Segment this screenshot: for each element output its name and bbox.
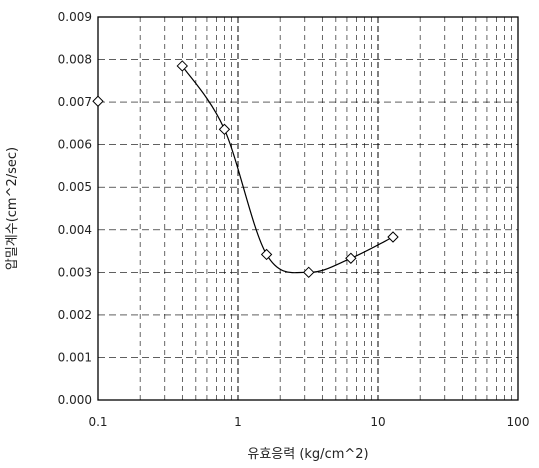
y-tick-label: 0.002 (58, 308, 92, 322)
series-line (181, 65, 394, 274)
data-point (345, 252, 357, 264)
data-point (387, 231, 399, 243)
x-tick-label: 100 (507, 415, 530, 429)
y-tick-label: 0.000 (58, 393, 92, 407)
data-point (176, 60, 188, 72)
y-tick-label: 0.008 (58, 53, 92, 67)
plot-frame (97, 16, 519, 401)
x-tick-label: 10 (370, 415, 385, 429)
y-tick-label: 0.001 (58, 350, 92, 364)
data-point (260, 248, 273, 261)
y-tick-label: 0.006 (58, 138, 92, 152)
y-tick-label: 0.009 (58, 10, 92, 24)
y-tick-label: 0.003 (58, 265, 92, 279)
y-tick-labels: 0.000 0.001 0.002 0.003 0.004 0.005 0.006 0.007… (58, 10, 92, 407)
y-tick-label: 0.004 (58, 223, 92, 237)
y-tick-label: 0.007 (58, 95, 92, 109)
data-point (92, 95, 104, 107)
x-tick-labels: 0.1 1 10 100 (88, 415, 529, 429)
y-tick-label: 0.005 (58, 180, 92, 194)
data-markers (92, 60, 399, 279)
y-axis-label: 압밀계수(cm^2/sec) (5, 147, 20, 270)
grid (97, 17, 518, 400)
x-tick-label: 1 (234, 415, 242, 429)
data-point (303, 266, 315, 279)
x-axis-label: 유효응력 (kg/cm^2) (247, 447, 368, 462)
x-tick-label: 0.1 (88, 415, 107, 429)
data-point (218, 123, 231, 136)
